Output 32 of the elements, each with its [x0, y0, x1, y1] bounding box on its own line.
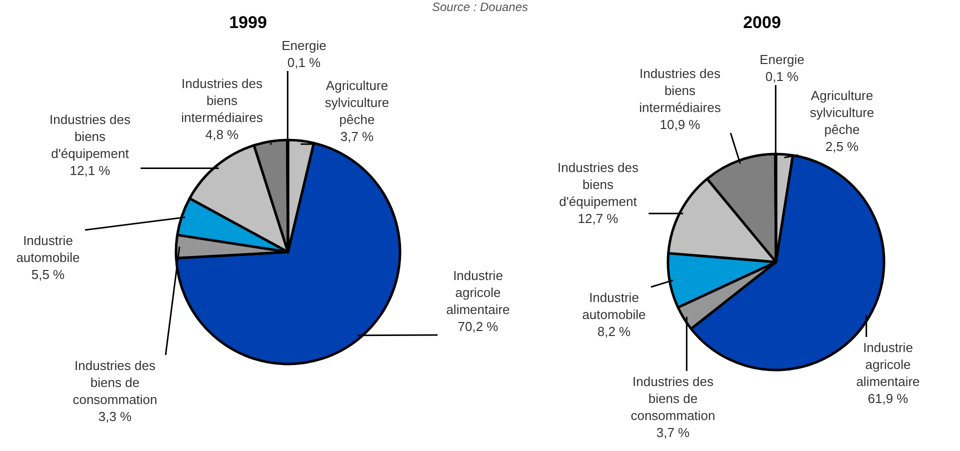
slice-label: Industrie agricole alimentaire	[856, 340, 920, 389]
slice-label: Agriculture sylviculture pêche	[324, 78, 390, 127]
slice-label: Industries des biens intermédiaires	[181, 76, 264, 125]
data-label: 8,2 %	[597, 324, 632, 339]
data-label: 2,5 %	[825, 139, 860, 154]
slice-label: Industries des biens de consommation	[72, 358, 158, 407]
data-label: 3,3 %	[98, 409, 132, 424]
data-label: 4,8 %	[205, 127, 240, 142]
data-label: 3,7 %	[340, 129, 374, 144]
data-label: 0,1 %	[765, 69, 800, 84]
source-note: Source : Douanes	[432, 0, 528, 14]
slice-label: Industries des biens intermédiaires	[639, 66, 722, 115]
slice-label: Industries des biens de consommation	[630, 374, 716, 423]
slice-label: Industries des biens d'équipement	[558, 160, 639, 209]
slice-label: Energie	[282, 38, 326, 53]
slice-label: Industrie automobile	[16, 233, 80, 265]
chart-title: 1999	[229, 13, 267, 32]
data-label: 70,2 %	[458, 319, 499, 334]
chart-title: 2009	[743, 13, 781, 32]
data-label: 3,7 %	[656, 425, 690, 440]
pie-slice	[174, 142, 402, 366]
data-label: 61,9 %	[868, 391, 909, 406]
data-label: 0,1 %	[287, 55, 322, 70]
data-label: 12,7 %	[578, 211, 619, 226]
slice-label: Industrie agricole alimentaire	[446, 268, 510, 317]
data-label: 5,5 %	[31, 267, 66, 282]
slice-label: Industries des biens d'équipement	[50, 112, 131, 161]
slice-label: Industrie automobile	[582, 290, 646, 322]
data-label: 10,9 %	[660, 117, 701, 132]
slice-label: Energie	[760, 52, 804, 67]
data-label: 12,1 %	[70, 163, 111, 178]
slice-label: Agriculture sylviculture pêche	[810, 88, 874, 137]
